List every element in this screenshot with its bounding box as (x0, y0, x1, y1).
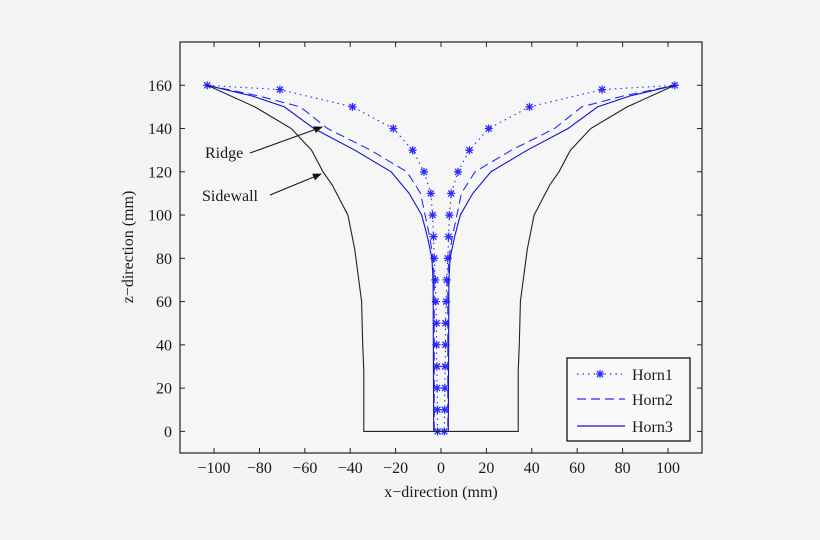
x-tick-label: 60 (569, 460, 585, 477)
x-tick-label: 100 (656, 460, 680, 477)
data-point-horn1 (429, 232, 438, 241)
legend-label-horn2: Horn2 (632, 392, 673, 409)
data-point-horn1 (525, 102, 534, 111)
annotation-ridge-arrow (249, 126, 323, 154)
data-point-horn1 (445, 211, 454, 220)
data-point-horn1 (443, 254, 452, 263)
legend-label-horn1: Horn1 (632, 367, 673, 384)
legend-label-horn3: Horn3 (632, 419, 673, 436)
legend: Horn1 Horn2 Horn3 (566, 357, 691, 442)
x-tick-label: −60 (292, 460, 317, 477)
data-point-horn1 (426, 189, 435, 198)
annotation-sidewall-arrow (269, 173, 322, 196)
data-point-horn1 (440, 384, 449, 393)
data-point-horn1 (444, 232, 453, 241)
x-tick-label: 0 (437, 460, 445, 477)
data-point-horn1 (428, 211, 437, 220)
x-tick-label: −20 (383, 460, 408, 477)
data-point-horn1 (465, 146, 474, 155)
y-tick-label: 140 (148, 121, 172, 138)
data-point-horn1 (484, 124, 493, 133)
data-point-horn1 (348, 102, 357, 111)
data-point-horn1 (454, 167, 462, 176)
legend-box (566, 357, 691, 442)
y-tick-label: 100 (148, 208, 172, 225)
annotation-sidewall: Sidewall (202, 188, 259, 205)
series-layer (203, 81, 679, 436)
y-tick-label: 120 (148, 164, 172, 181)
y-tick-label: 20 (156, 381, 172, 398)
data-point-horn1 (598, 85, 607, 94)
x-tick-label: −40 (338, 460, 363, 477)
series-line-sidewall (206, 84, 676, 432)
x-axis-label: x−direction (mm) (384, 484, 497, 501)
tick-layer: −100 −80 −60 −40 −20 0 20 40 60 80 100 0 20 40 60 80 100… (148, 42, 702, 477)
data-point-horn1 (447, 189, 456, 198)
x-tick-label: −80 (247, 460, 272, 477)
y-tick-label: 60 (156, 294, 172, 311)
legend-marker-horn1 (596, 370, 604, 378)
data-point-horn1 (275, 85, 284, 94)
x-tick-label: 20 (478, 460, 494, 477)
annotation-ridge: Ridge (205, 145, 243, 162)
data-point-horn1 (441, 362, 450, 371)
data-point-horn1 (389, 124, 398, 133)
data-point-horn1 (433, 405, 442, 414)
y-axis-label: z−direction (mm) (120, 191, 137, 304)
y-tick-label: 80 (156, 251, 172, 268)
y-tick-label: 160 (148, 78, 172, 95)
x-tick-label: 80 (615, 460, 631, 477)
y-tick-label: 40 (156, 337, 172, 354)
data-point-horn1 (420, 167, 428, 176)
y-tick-label: 0 (164, 424, 172, 441)
x-tick-label: −100 (198, 460, 231, 477)
data-point-horn1 (408, 146, 417, 155)
x-tick-label: 40 (524, 460, 540, 477)
